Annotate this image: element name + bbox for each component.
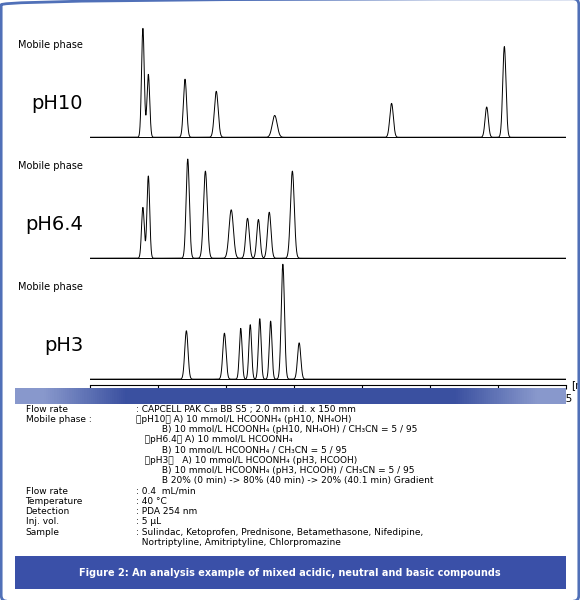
Text: : Sulindac, Ketoprofen, Prednisone, Betamethasone, Nifedipine,: : Sulindac, Ketoprofen, Prednisone, Beta…	[136, 527, 423, 536]
Text: Mobile phase: Mobile phase	[18, 161, 83, 171]
Text: B) 10 mmol/L HCOONH₄ / CH₃CN = 5 / 95: B) 10 mmol/L HCOONH₄ / CH₃CN = 5 / 95	[136, 446, 347, 455]
Text: 【pH10】 A) 10 mmol/L HCOONH₄ (pH10, NH₄OH): 【pH10】 A) 10 mmol/L HCOONH₄ (pH10, NH₄OH…	[136, 415, 351, 424]
Text: : PDA 254 nm: : PDA 254 nm	[136, 507, 197, 516]
Text: HPLC Conditions: HPLC Conditions	[238, 391, 342, 401]
Text: Mobile phase :: Mobile phase :	[26, 415, 91, 424]
Text: Mobile phase: Mobile phase	[18, 40, 83, 50]
Text: pH6.4: pH6.4	[26, 215, 83, 234]
Text: : 5 μL: : 5 μL	[136, 517, 161, 526]
Text: 【pH6.4】 A) 10 mmol/L HCOONH₄: 【pH6.4】 A) 10 mmol/L HCOONH₄	[136, 436, 292, 445]
Text: Flow rate: Flow rate	[26, 487, 67, 496]
Text: Detection: Detection	[26, 507, 70, 516]
Text: : CAPCELL PAK C₁₈ BB S5 ; 2.0 mm i.d. x 150 mm: : CAPCELL PAK C₁₈ BB S5 ; 2.0 mm i.d. x …	[136, 404, 356, 414]
Text: Inj. vol.: Inj. vol.	[26, 517, 59, 526]
Text: pH3: pH3	[44, 336, 83, 355]
Text: : 40 °C: : 40 °C	[136, 497, 166, 506]
Text: Temperature: Temperature	[26, 497, 83, 506]
Text: [min]: [min]	[571, 380, 580, 389]
Text: Mobile phase: Mobile phase	[18, 282, 83, 292]
Text: B 20% (0 min) -> 80% (40 min) -> 20% (40.1 min) Gradient: B 20% (0 min) -> 80% (40 min) -> 20% (40…	[136, 476, 433, 485]
Text: Flow rate: Flow rate	[26, 404, 67, 414]
Text: Figure 2: An analysis example of mixed acidic, neutral and basic compounds: Figure 2: An analysis example of mixed a…	[79, 568, 501, 578]
Text: B) 10 mmol/L HCOONH₄ (pH3, HCOOH) / CH₃CN = 5 / 95: B) 10 mmol/L HCOONH₄ (pH3, HCOOH) / CH₃C…	[136, 466, 414, 475]
Text: pH10: pH10	[31, 94, 83, 113]
Text: B) 10 mmol/L HCOONH₄ (pH10, NH₄OH) / CH₃CN = 5 / 95: B) 10 mmol/L HCOONH₄ (pH10, NH₄OH) / CH₃…	[136, 425, 417, 434]
Text: Sample: Sample	[26, 527, 60, 536]
Text: 【pH3】   A) 10 mmol/L HCOONH₄ (pH3, HCOOH): 【pH3】 A) 10 mmol/L HCOONH₄ (pH3, HCOOH)	[136, 456, 357, 465]
Text: : 0.4  mL/min: : 0.4 mL/min	[136, 487, 195, 496]
Text: Nortriptyline, Amitriptyline, Chlorpromazine: Nortriptyline, Amitriptyline, Chlorproma…	[136, 538, 340, 547]
